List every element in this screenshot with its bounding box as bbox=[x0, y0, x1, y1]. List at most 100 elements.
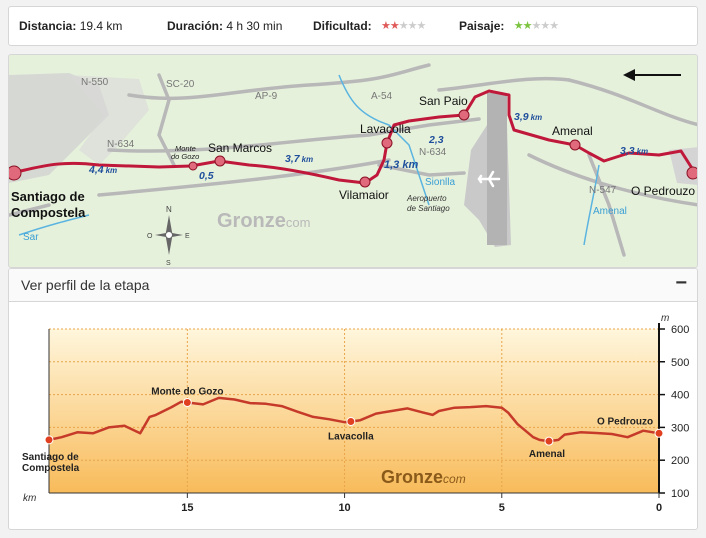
profile-brand-suffix: com bbox=[443, 472, 466, 486]
segment-distance-6-unit: km bbox=[531, 113, 543, 122]
road-label-n634_left: N-634 bbox=[107, 139, 135, 150]
profile-label-amenal: Amenal bbox=[529, 449, 565, 460]
amenal-marker bbox=[569, 139, 581, 151]
place-label-monte-line2: do Gozo bbox=[171, 152, 199, 161]
airport-label-line2: de Santiago bbox=[407, 204, 450, 213]
san-paio-marker bbox=[458, 109, 470, 121]
landscape-star-icon: ★ bbox=[549, 20, 559, 32]
profile-waypoint-marker-1 bbox=[182, 397, 192, 407]
y-tick-label-600: 600 bbox=[671, 324, 689, 336]
road-label-ap9: AP-9 bbox=[255, 91, 278, 102]
x-tick-label-10: 10 bbox=[338, 502, 350, 514]
place-label-san-marcos: San Marcos bbox=[208, 141, 272, 155]
distance-stat: Distancia: 19.4 km bbox=[19, 19, 122, 33]
airport-runway bbox=[487, 93, 507, 245]
landscape-label: Paisaje: bbox=[459, 19, 505, 33]
map-brand-watermark: Gronzecom bbox=[217, 210, 310, 232]
river-label-amenal: Amenal bbox=[593, 206, 627, 217]
compass-e: E bbox=[185, 233, 190, 240]
profile-label-o-pedrouzo: O Pedrouzo bbox=[597, 416, 653, 427]
road-label-sc20: SC-20 bbox=[166, 79, 195, 90]
y-tick-label-300: 300 bbox=[671, 422, 689, 434]
river-label-sionlla: Sionlla bbox=[425, 177, 455, 188]
road-label-n634_right: N-634 bbox=[419, 147, 447, 158]
y-tick-label-100: 100 bbox=[671, 488, 689, 500]
stage-stats-bar: Distancia: 19.4 km Duración: 4 h 30 min … bbox=[8, 6, 698, 46]
landscape-star-icon: ★ bbox=[513, 20, 524, 32]
duration-stat: Duración: 4 h 30 min bbox=[167, 19, 282, 33]
place-label-o-pedrouzo: O Pedrouzo bbox=[631, 184, 695, 198]
profile-label-lavacolla: Lavacolla bbox=[328, 431, 374, 442]
y-tick-label-200: 200 bbox=[671, 455, 689, 467]
river-network bbox=[18, 74, 600, 246]
segment-distance-4: 1,3 km bbox=[384, 159, 418, 171]
segment-distance-1: 4,4 km bbox=[88, 164, 117, 176]
o-pedrouzo-marker bbox=[686, 166, 697, 180]
airplane-icon-shape bbox=[477, 170, 501, 188]
river-label-sar: Sar bbox=[23, 232, 39, 243]
santiago-urban-area-2 bbox=[69, 75, 149, 165]
distance-label: Distancia: bbox=[19, 19, 77, 33]
road-label-n547: N-547 bbox=[589, 185, 617, 196]
difficulty-stat: Dificultad: ★★★★★ bbox=[313, 19, 426, 33]
profile-header[interactable]: Ver perfil de la etapa − bbox=[9, 269, 697, 302]
place-label-santiago-line2: Compostela bbox=[11, 205, 86, 220]
profile-label-monte-do-gozo: Monte do Gozo bbox=[151, 386, 223, 397]
landscape-star-icon: ★ bbox=[531, 20, 541, 32]
collapse-icon[interactable]: − bbox=[675, 272, 687, 294]
place-label-santiago-line1: Santiago de bbox=[11, 189, 85, 204]
segment-distance-2: 0,5 bbox=[199, 170, 214, 182]
stage-map[interactable]: N-550 SC-20 AP-9 A-54 N-634 N-634 N-547 Sar Sion… bbox=[8, 54, 698, 268]
san-marcos-marker bbox=[214, 155, 226, 167]
airport-label-line1: Aeropuerto bbox=[406, 194, 447, 203]
road-network bbox=[9, 63, 697, 257]
landscape-star-icon: ★ bbox=[522, 20, 533, 32]
landscape-stat: Paisaje: ★★★★★ bbox=[459, 19, 559, 33]
place-label-lavacolla: Lavacolla bbox=[360, 122, 411, 136]
segment-distance-7-unit: km bbox=[637, 147, 649, 156]
difficulty-label: Dificultad: bbox=[313, 19, 372, 33]
airplane-icon bbox=[477, 170, 501, 188]
place-label-vilamaior: Vilamaior bbox=[339, 188, 389, 202]
profile-waypoint-marker-2 bbox=[346, 416, 356, 426]
elevation-chart: 100 200 300 400 500 600 15 10 5 0 km m Santiago deCo… bbox=[22, 313, 689, 514]
profile-waypoint-marker-0 bbox=[44, 435, 54, 445]
difficulty-star-icon: ★ bbox=[398, 20, 409, 32]
road-label-a54: A-54 bbox=[371, 91, 393, 102]
segment-distance-1-unit: km bbox=[106, 166, 118, 175]
place-label-san-paio: San Paio bbox=[419, 94, 468, 108]
compass-s: S bbox=[166, 260, 171, 267]
elevation-profile-panel: Ver perfil de la etapa − 100 200 300 400 500… bbox=[8, 268, 698, 530]
difficulty-star-icon: ★ bbox=[407, 20, 418, 32]
profile-label-santiago-line2: Compostela bbox=[22, 463, 80, 474]
place-label-amenal: Amenal bbox=[552, 124, 593, 138]
duration-value: 4 h 30 min bbox=[226, 19, 283, 33]
y-axis-label: m bbox=[661, 313, 669, 324]
map-canvas bbox=[9, 63, 697, 257]
santiago-urban-area bbox=[9, 73, 109, 183]
lavacolla-marker bbox=[381, 137, 393, 149]
profile-toggle-title[interactable]: Ver perfil de la etapa bbox=[21, 277, 150, 293]
y-tick-label-500: 500 bbox=[671, 357, 689, 369]
x-tick-label-15: 15 bbox=[181, 502, 193, 514]
monte-do-gozo-marker bbox=[188, 161, 198, 171]
segment-distance-3: 3,7 km bbox=[285, 153, 313, 165]
x-tick-label-5: 5 bbox=[499, 502, 505, 514]
difficulty-star-icon: ★ bbox=[389, 20, 400, 32]
direction-arrow-icon bbox=[623, 69, 681, 81]
map-route-overlay: N-550 SC-20 AP-9 A-54 N-634 N-634 N-547 Sar Sion… bbox=[9, 69, 697, 267]
direction-arrow-head bbox=[623, 69, 635, 81]
vilamaior-marker bbox=[359, 176, 371, 188]
place-label-monte-line1: Monte bbox=[175, 144, 196, 153]
landscape-star-icon: ★ bbox=[540, 20, 550, 32]
route-line bbox=[11, 89, 697, 185]
profile-waypoint-marker-4 bbox=[654, 428, 664, 438]
x-axis-label: km bbox=[23, 493, 36, 504]
segment-distance-3-unit: km bbox=[302, 155, 314, 164]
compass-n: N bbox=[166, 205, 172, 214]
difficulty-star-icons: ★★★★★ bbox=[381, 19, 426, 32]
compass-o: O bbox=[147, 233, 153, 240]
profile-brand-watermark: Gronzecom bbox=[381, 467, 466, 487]
distance-value: 19.4 km bbox=[79, 19, 123, 33]
santiago-marker bbox=[9, 165, 22, 181]
